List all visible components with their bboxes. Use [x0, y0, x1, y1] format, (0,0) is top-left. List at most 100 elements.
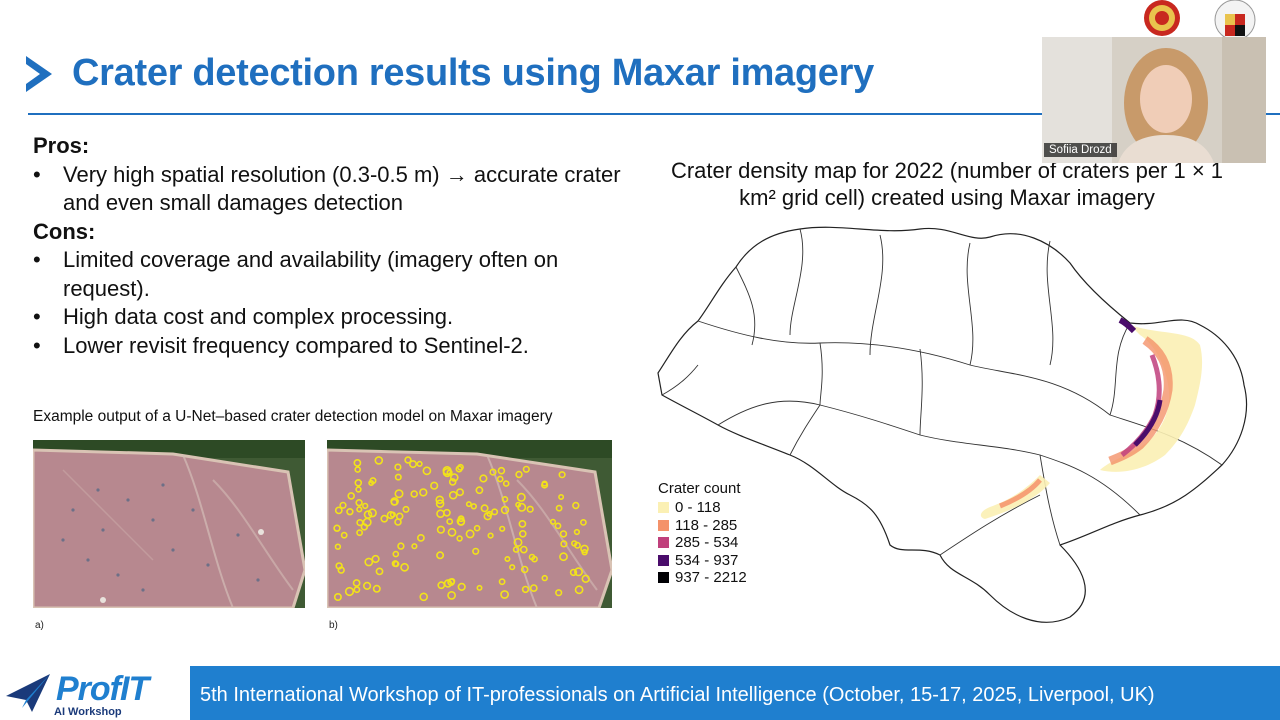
crater-marker — [502, 480, 510, 487]
crater-marker — [354, 466, 362, 473]
crater-marker — [344, 586, 355, 597]
crater-marker — [419, 592, 428, 602]
crater-marker — [416, 460, 423, 468]
legend-title: Crater count — [658, 480, 741, 497]
legend-label: 285 - 534 — [675, 534, 739, 552]
crater-marker — [520, 565, 529, 574]
crater-marker — [364, 557, 374, 567]
satellite-image-b — [327, 440, 612, 608]
legend-swatch — [658, 519, 669, 531]
legend-swatch — [658, 554, 669, 566]
crater-marker — [395, 512, 404, 521]
university-seal-icon — [1144, 0, 1180, 36]
crater-marker — [479, 474, 488, 483]
legend-label: 937 - 2212 — [675, 569, 747, 587]
crater-marker — [487, 532, 494, 539]
crater-marker — [430, 481, 439, 490]
crater-marker — [571, 540, 578, 547]
crater-marker — [355, 486, 362, 493]
crater-marker — [559, 530, 568, 538]
legend-item: 118 - 285 — [658, 517, 747, 535]
crater-marker — [574, 567, 584, 577]
crater-marker — [352, 579, 361, 587]
crater-marker — [436, 551, 445, 560]
crater-marker — [499, 525, 506, 532]
crater-marker — [334, 506, 343, 515]
footer-bar: 5th International Workshop of IT-profess… — [0, 666, 1280, 720]
crater-marker — [528, 553, 536, 561]
crater-marker — [356, 506, 363, 513]
crater-marker — [472, 547, 480, 555]
crater-marker — [334, 543, 342, 550]
satellite-image-a — [33, 440, 305, 608]
participant-video — [1042, 37, 1266, 163]
cons-item: High data cost and complex processing. — [33, 303, 623, 332]
title-divider — [28, 113, 1280, 115]
crater-marker — [572, 501, 580, 510]
legend-label: 0 - 118 — [675, 499, 721, 517]
legend-swatch — [658, 537, 669, 549]
detected-crater-markers — [333, 456, 590, 602]
crater-marker — [456, 535, 463, 542]
crater-marker — [369, 477, 377, 485]
pros-cons-text: Pros: Very high spatial resolution (0.3-… — [33, 132, 623, 360]
crater-marker — [498, 578, 506, 586]
crater-marker — [555, 504, 563, 512]
crater-marker — [333, 593, 342, 602]
crater-marker — [422, 466, 432, 476]
map-legend: Crater count 0 - 118 118 - 285 285 - 534… — [658, 480, 747, 587]
webcam-video-tile[interactable]: Sofiia Drozd — [1042, 37, 1266, 163]
crater-marker — [501, 495, 509, 503]
crater-marker — [512, 546, 520, 553]
crater-marker — [361, 502, 369, 510]
crater-marker — [513, 537, 523, 547]
crater-marker — [574, 585, 584, 595]
crater-marker — [515, 501, 522, 508]
crater-marker — [475, 486, 484, 495]
crater-marker — [521, 585, 530, 594]
crater-marker — [457, 463, 464, 471]
crater-marker — [354, 478, 363, 487]
crater-marker — [442, 466, 452, 476]
crater-marker — [417, 534, 425, 542]
legend-item: 937 - 2212 — [658, 569, 747, 587]
crater-marker — [371, 554, 380, 564]
cons-heading: Cons: — [33, 218, 96, 244]
pros-list: Very high spatial resolution (0.3-0.5 m)… — [33, 161, 623, 218]
crater-marker — [397, 542, 405, 550]
crater-marker — [353, 458, 362, 467]
crater-marker — [509, 564, 516, 571]
crater-marker — [559, 552, 568, 562]
paper-plane-icon — [6, 674, 50, 712]
crater-marker — [569, 568, 578, 577]
legend-swatch — [658, 572, 669, 584]
crater-marker — [404, 456, 412, 464]
crater-marker — [541, 481, 549, 489]
slide-title-row: Crater detection results using Maxar ima… — [26, 52, 874, 95]
crater-marker — [340, 531, 348, 539]
crater-marker — [339, 501, 347, 509]
crater-marker — [362, 581, 372, 590]
crater-marker — [554, 522, 562, 530]
crater-marker — [555, 589, 563, 597]
profit-logo: ProfIT AI Workshop — [0, 666, 190, 720]
legend-label: 118 - 285 — [675, 516, 738, 534]
crater-marker — [435, 499, 445, 509]
crater-marker — [446, 518, 454, 525]
crater-marker — [355, 498, 363, 507]
panel-b-label: b) — [329, 620, 338, 631]
crater-marker — [409, 460, 418, 469]
university-shield-icon — [1214, 0, 1256, 40]
crater-marker — [504, 556, 511, 563]
crater-marker — [457, 515, 465, 523]
crater-marker — [455, 465, 463, 473]
slide-title: Crater detection results using Maxar ima… — [72, 52, 874, 94]
crater-marker — [333, 524, 341, 532]
crater-marker — [450, 473, 459, 482]
crater-marker — [526, 505, 534, 513]
crater-marker — [337, 566, 345, 574]
map-title: Crater density map for 2022 (number of c… — [670, 158, 1224, 210]
example-caption: Example output of a U-Net–based crater d… — [33, 408, 553, 425]
crater-marker — [522, 465, 530, 473]
crater-marker — [519, 545, 528, 554]
